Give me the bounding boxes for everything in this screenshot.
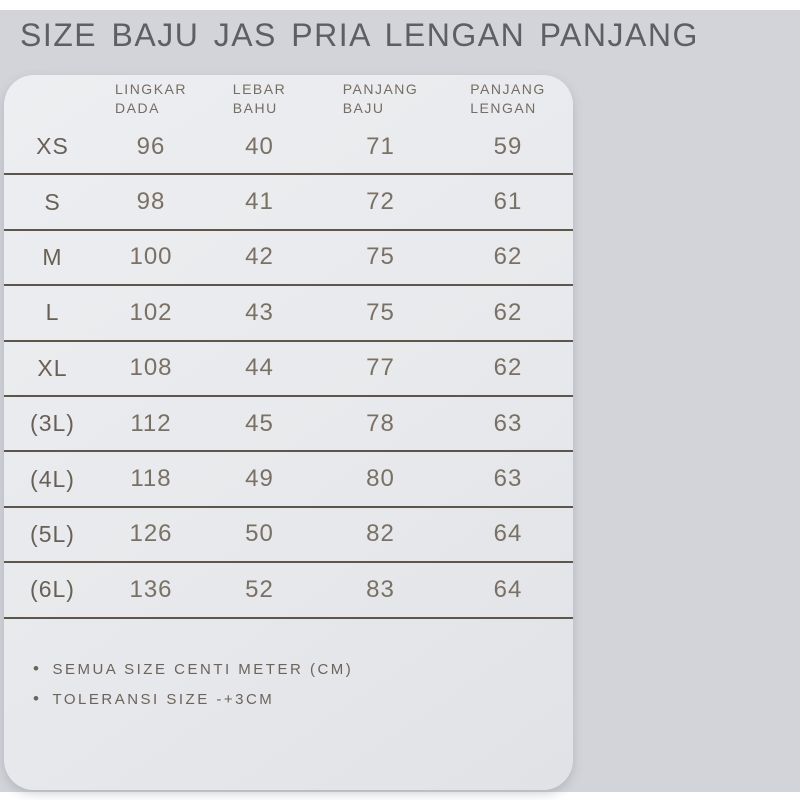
note-text: TOLERANSI SIZE -+3CM — [52, 690, 275, 708]
panjang-lengan-value: 61 — [493, 188, 523, 216]
panjang-lengan-value: 62 — [493, 243, 523, 271]
note-item: • SEMUA SIZE CENTI METER (CM) — [33, 655, 573, 685]
lingkar-dada-value: 108 — [129, 354, 173, 382]
size-chart-panel: SIZE BAJU JAS PRIA LENGAN PANJANG LINGKA… — [0, 10, 800, 792]
lebar-bahu-value: 40 — [245, 132, 274, 160]
table-row: (4L) 118 49 80 63 — [4, 452, 573, 508]
header-line: LINGKAR — [115, 81, 187, 97]
size-label: L — [45, 299, 60, 326]
note-text: SEMUA SIZE CENTI METER (CM) — [52, 660, 354, 678]
page-title: SIZE BAJU JAS PRIA LENGAN PANJANG — [20, 17, 699, 53]
panjang-baju-value: 82 — [366, 520, 395, 548]
panjang-baju-value: 75 — [366, 243, 395, 271]
panjang-lengan-value: 62 — [493, 354, 523, 382]
table-header-size-cell — [4, 80, 101, 120]
table-header-row: LINGKAR DADA LEBAR BAHU PANJANG BAJU PAN… — [4, 75, 573, 120]
size-label: M — [42, 243, 63, 270]
panjang-lengan-value: 64 — [493, 520, 523, 548]
note-item: • TOLERANSI SIZE -+3CM — [33, 685, 573, 715]
notes-list: • SEMUA SIZE CENTI METER (CM) • TOLERANSI … — [33, 655, 573, 715]
lebar-bahu-value: 45 — [245, 409, 274, 437]
lebar-bahu-value: 52 — [245, 575, 274, 603]
header-line: LEBAR — [232, 81, 287, 97]
table-row: XL 108 44 77 62 — [4, 342, 573, 397]
size-label: (5L) — [30, 520, 75, 547]
lebar-bahu-value: 41 — [245, 188, 274, 216]
lebar-bahu-value: 43 — [245, 298, 274, 326]
table-body: XS 96 40 71 59 S 98 41 72 61 M 100 42 75… — [4, 120, 573, 619]
table-header-panjang-baju: PANJANG BAJU — [318, 80, 443, 120]
lebar-bahu-value: 44 — [245, 354, 274, 382]
size-label: (6L) — [30, 576, 75, 603]
header-line: PANJANG — [342, 81, 419, 97]
size-label: XS — [36, 133, 69, 160]
lingkar-dada-value: 112 — [130, 409, 172, 437]
header-line: PANJANG — [470, 81, 546, 97]
panjang-baju-value: 72 — [366, 188, 395, 216]
bullet-icon: • — [33, 688, 42, 708]
panjang-lengan-value: 63 — [493, 409, 523, 437]
lebar-bahu-value: 50 — [245, 520, 274, 548]
size-chart-card: LINGKAR DADA LEBAR BAHU PANJANG BAJU PAN… — [4, 75, 573, 790]
panjang-baju-value: 78 — [366, 409, 395, 437]
bullet-icon: • — [33, 658, 42, 678]
table-row: (5L) 126 50 82 64 — [4, 508, 573, 564]
header-line: BAJU — [342, 100, 385, 116]
panjang-baju-value: 75 — [366, 298, 395, 326]
lebar-bahu-value: 49 — [245, 465, 274, 493]
lingkar-dada-value: 136 — [129, 575, 173, 603]
panjang-baju-value: 80 — [366, 465, 395, 493]
size-label: S — [44, 188, 61, 215]
table-header-lebar-bahu: LEBAR BAHU — [201, 80, 318, 120]
lingkar-dada-value: 96 — [136, 132, 166, 160]
size-label: XL — [37, 354, 68, 381]
lingkar-dada-value: 126 — [129, 520, 173, 548]
panjang-lengan-value: 63 — [493, 465, 523, 493]
table-row: XS 96 40 71 59 — [4, 120, 573, 176]
header-line: LENGAN — [470, 100, 537, 116]
table-header-lingkar-dada: LINGKAR DADA — [101, 80, 201, 120]
lingkar-dada-value: 98 — [136, 188, 166, 216]
size-label: (4L) — [30, 465, 75, 492]
panjang-baju-value: 71 — [366, 132, 395, 160]
lingkar-dada-value: 100 — [129, 243, 173, 271]
header-line: DADA — [115, 100, 160, 116]
lebar-bahu-value: 42 — [245, 243, 274, 271]
lingkar-dada-value: 102 — [129, 298, 173, 326]
panjang-lengan-value: 59 — [493, 132, 523, 160]
table-row: S 98 41 72 61 — [4, 175, 573, 231]
table-row: (3L) 112 45 78 63 — [4, 397, 573, 453]
header-line: BAHU — [232, 100, 278, 116]
lingkar-dada-value: 118 — [130, 465, 172, 493]
table-header-panjang-lengan: PANJANG LENGAN — [443, 80, 573, 120]
panjang-lengan-value: 62 — [493, 298, 523, 326]
panjang-baju-value: 77 — [366, 354, 395, 382]
table-row: L 102 43 75 62 — [4, 286, 573, 342]
panjang-lengan-value: 64 — [493, 575, 523, 603]
table-row: (6L) 136 52 83 64 — [4, 563, 573, 619]
size-label: (3L) — [30, 410, 75, 437]
table-row: M 100 42 75 62 — [4, 231, 573, 287]
panjang-baju-value: 83 — [366, 575, 395, 603]
